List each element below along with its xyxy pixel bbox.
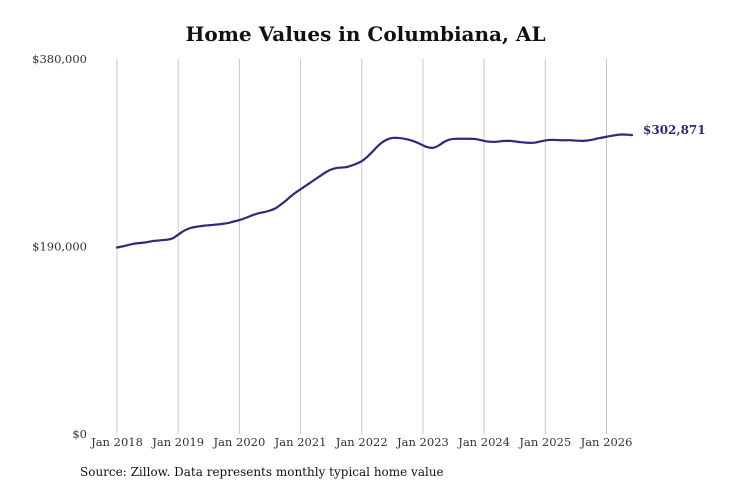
x-tick-label: Jan 2021 — [274, 435, 327, 449]
y-axis-ticks: $0 $190,000 $380,000 — [32, 52, 87, 441]
y-tick-label: $380,000 — [32, 52, 87, 66]
gridlines — [116, 59, 608, 434]
x-tick-label: Jan 2018 — [90, 435, 143, 449]
x-tick-label: Jan 2024 — [457, 435, 510, 449]
x-tick-label: Jan 2020 — [212, 435, 265, 449]
chart-title: Home Values in Columbiana, AL — [185, 22, 546, 46]
end-label-layer: $302,871 — [643, 123, 706, 137]
series-layer — [115, 133, 634, 249]
y-tick-label: $0 — [72, 427, 87, 441]
x-axis-ticks: Jan 2018 Jan 2019 Jan 2020 Jan 2021 Jan 2022… — [90, 435, 632, 449]
x-tick-label: Jan 2019 — [151, 435, 204, 449]
x-tick-label: Jan 2022 — [335, 435, 388, 449]
source-note: Source: Zillow. Data represents monthly … — [80, 465, 444, 479]
end-value-label: $302,871 — [643, 123, 706, 137]
x-tick-label: Jan 2023 — [396, 435, 449, 449]
x-tick-label: Jan 2026 — [580, 435, 633, 449]
series-line-0 — [115, 133, 634, 249]
y-tick-label: $190,000 — [32, 240, 87, 254]
x-tick-label: Jan 2025 — [518, 435, 571, 449]
